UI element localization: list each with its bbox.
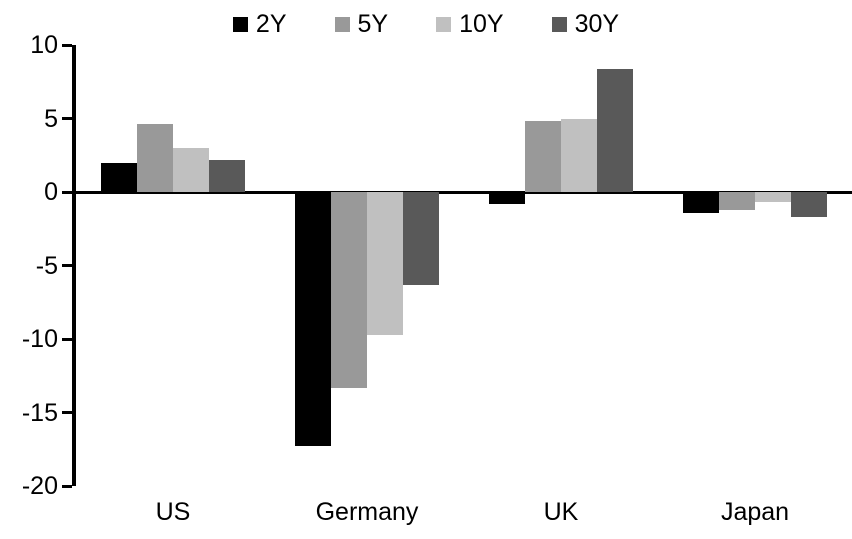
- y-axis-tick-label: -15: [21, 398, 58, 427]
- legend-label: 2Y: [255, 10, 287, 38]
- bar-uk-30y: [597, 68, 633, 192]
- bar-germany-2y: [295, 192, 331, 447]
- bar-japan-2y: [683, 192, 719, 213]
- bar-uk-5y: [525, 121, 561, 192]
- x-axis-label-uk: UK: [543, 498, 579, 526]
- bar-japan-10y: [755, 192, 791, 203]
- bar-germany-10y: [367, 192, 403, 335]
- y-axis-tick-label: 0: [44, 178, 58, 206]
- y-axis-tick-label: -20: [21, 472, 58, 500]
- y-axis-tick-label: -10: [21, 325, 58, 353]
- legend-item-10y: 10Y: [436, 10, 504, 38]
- y-axis-tick-label: -5: [35, 251, 58, 280]
- y-axis-tick: [62, 484, 72, 488]
- bar-us-30y: [209, 159, 245, 192]
- x-axis-label-japan: Japan: [720, 498, 790, 526]
- legend-item-5y: 5Y: [334, 10, 389, 38]
- legend-swatch-2y: [232, 17, 248, 32]
- bar-us-2y: [101, 162, 137, 192]
- legend-swatch-10y: [436, 17, 452, 32]
- legend-label: 10Y: [459, 10, 504, 38]
- bar-us-10y: [173, 147, 209, 192]
- bar-us-5y: [137, 124, 173, 192]
- y-axis-tick-label: 10: [30, 31, 58, 59]
- bar-germany-30y: [403, 192, 439, 285]
- y-axis-tick: [62, 411, 72, 414]
- plot-area: [76, 45, 852, 486]
- bar-germany-5y: [331, 192, 367, 388]
- legend-item-30y: 30Y: [551, 10, 620, 38]
- legend-swatch-5y: [334, 17, 350, 32]
- y-axis-tick: [62, 190, 72, 194]
- x-axis-label-germany: Germany: [315, 498, 419, 526]
- legend: 2Y 5Y 10Y 30Y: [0, 12, 852, 37]
- legend-item-2y: 2Y: [232, 10, 287, 38]
- y-axis-line: [72, 45, 76, 486]
- y-axis-tick: [62, 117, 72, 120]
- legend-label: 5Y: [357, 10, 389, 38]
- y-axis-tick-label: 5: [44, 104, 58, 133]
- x-axis-label-us: US: [155, 498, 191, 526]
- bar-japan-30y: [791, 192, 827, 217]
- y-axis-tick: [62, 264, 72, 267]
- bar-uk-2y: [489, 192, 525, 204]
- legend-swatch-30y: [551, 17, 567, 32]
- y-axis-tick: [62, 43, 72, 47]
- zero-baseline: [76, 190, 852, 194]
- legend-label: 30Y: [574, 10, 620, 38]
- bar-uk-10y: [561, 118, 597, 192]
- y-axis-tick: [62, 337, 72, 341]
- bar-japan-5y: [719, 192, 755, 210]
